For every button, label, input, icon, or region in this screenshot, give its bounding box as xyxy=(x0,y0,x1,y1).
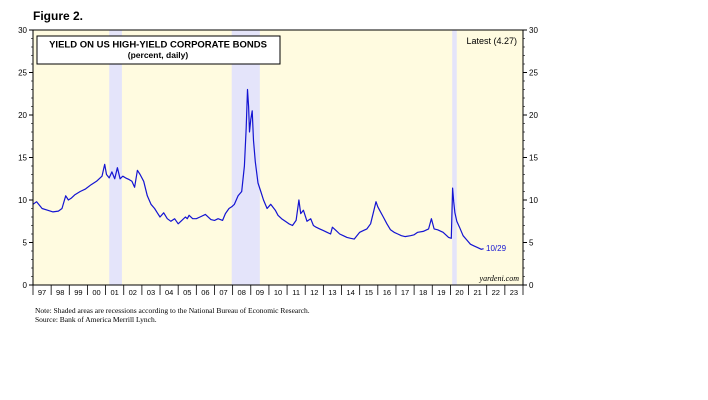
recession-band-1 xyxy=(231,30,260,285)
x-tick-label: 98 xyxy=(56,288,64,297)
note-source: Source: Bank of America Merrill Lynch. xyxy=(35,315,157,324)
x-tick-label: 23 xyxy=(510,288,518,297)
y-tick-label-right: 15 xyxy=(529,154,538,163)
y-tick-label-right: 30 xyxy=(529,26,538,35)
chart-title: YIELD ON US HIGH-YIELD CORPORATE BONDS xyxy=(49,40,267,51)
x-tick-label: 14 xyxy=(346,288,354,297)
y-tick-label-left: 30 xyxy=(18,26,27,35)
y-tick-label-left: 20 xyxy=(18,111,27,120)
y-tick-label-right: 10 xyxy=(529,196,538,205)
end-date-label: 10/29 xyxy=(486,244,507,253)
figure-label: Figure 2. xyxy=(33,9,84,23)
x-tick-label: 99 xyxy=(74,288,82,297)
watermark: yardeni.com xyxy=(479,274,520,283)
y-tick-label-right: 25 xyxy=(529,69,538,78)
y-tick-label-left: 0 xyxy=(23,281,28,290)
x-tick-label: 08 xyxy=(238,288,246,297)
x-tick-label: 15 xyxy=(365,288,373,297)
y-tick-label-left: 10 xyxy=(18,196,27,205)
recession-band-0 xyxy=(109,30,122,285)
chart-notes: Note: Shaded areas are recessions accord… xyxy=(35,306,310,324)
y-tick-label-left: 5 xyxy=(23,239,28,248)
title-box xyxy=(36,35,281,65)
x-tick-label: 07 xyxy=(219,288,227,297)
x-tick-label: 13 xyxy=(328,288,336,297)
x-tick-label: 97 xyxy=(38,288,46,297)
x-tick-label: 11 xyxy=(292,288,300,297)
x-tick-label: 04 xyxy=(165,288,173,297)
x-tick-label: 00 xyxy=(92,288,100,297)
chart-subtitle: (percent, daily) xyxy=(128,50,189,60)
x-tick-label: 17 xyxy=(401,288,409,297)
y-tick-label-left: 15 xyxy=(18,154,27,163)
x-tick-label: 21 xyxy=(473,288,481,297)
x-tick-label: 01 xyxy=(110,288,118,297)
x-tick-label: 02 xyxy=(129,288,137,297)
x-tick-label: 20 xyxy=(455,288,463,297)
plot-background xyxy=(33,30,523,285)
x-tick-label: 10 xyxy=(274,288,282,297)
x-tick-label: 05 xyxy=(183,288,191,297)
note-recession: Note: Shaded areas are recessions accord… xyxy=(35,306,310,315)
y-tick-label-right: 20 xyxy=(529,111,538,120)
y-tick-label-right: 5 xyxy=(529,239,534,248)
x-tick-label: 16 xyxy=(383,288,391,297)
recession-band-2 xyxy=(452,30,457,285)
x-tick-label: 03 xyxy=(147,288,155,297)
yield-series-line xyxy=(32,88,484,250)
x-tick-label: 18 xyxy=(419,288,427,297)
x-tick-label: 22 xyxy=(492,288,500,297)
x-tick-label: 19 xyxy=(437,288,445,297)
latest-label: Latest (4.27) xyxy=(466,36,517,46)
x-tick-label: 12 xyxy=(310,288,318,297)
y-tick-label-left: 25 xyxy=(18,69,27,78)
x-tick-label: 09 xyxy=(256,288,264,297)
y-tick-label-right: 0 xyxy=(529,281,534,290)
x-tick-label: 06 xyxy=(201,288,209,297)
